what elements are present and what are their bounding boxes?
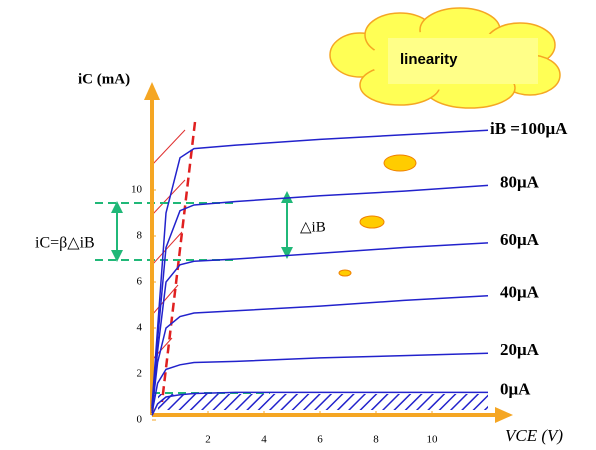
chart-title: linearity	[400, 51, 458, 68]
x-axis-label: VCE (V)	[505, 426, 563, 445]
x-tick-label: 2	[205, 434, 211, 446]
legend-label: 20μA	[500, 340, 540, 359]
y-axis-label: iC (mA)	[78, 71, 130, 87]
annotation: △iB	[300, 219, 326, 235]
x-tick-label: 4	[261, 434, 267, 446]
legend-label: 0μA	[500, 379, 531, 398]
annotation: iC=β△iB	[35, 235, 95, 252]
legend-label: 60μA	[500, 230, 540, 249]
curve	[152, 130, 488, 406]
y-tick-label: 4	[137, 322, 143, 334]
cutoff-region	[158, 394, 488, 410]
x-tick-label: 10	[427, 434, 439, 446]
blob	[339, 155, 416, 276]
y-tick-label: 6	[137, 276, 143, 288]
legend-label: 40μA	[500, 283, 540, 302]
legend-label: 80μA	[500, 172, 540, 191]
y-tick-label: 2	[137, 368, 143, 380]
x-tick-label: 8	[373, 434, 379, 446]
y-tick-label: 0	[137, 414, 143, 426]
x-axis-arrow	[495, 407, 513, 423]
y-axis-arrow	[144, 82, 160, 100]
curve	[152, 243, 488, 409]
chart: linearity iC=β△iB △iB iC (mA) VCE (V) 0 2…	[0, 0, 596, 450]
y-tick-label: 10	[131, 184, 143, 196]
y-tick-label: 8	[137, 230, 143, 242]
x-tick-label: 6	[317, 434, 323, 446]
legend-label: iB =100μA	[490, 119, 568, 138]
